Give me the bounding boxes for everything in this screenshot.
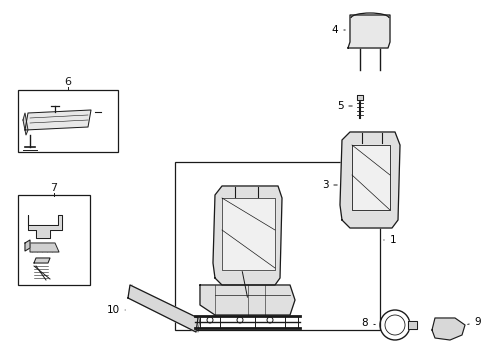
Polygon shape [351, 145, 389, 210]
Text: 6: 6 [64, 77, 71, 87]
Polygon shape [222, 198, 274, 270]
Polygon shape [347, 15, 389, 48]
Text: 2: 2 [236, 255, 247, 297]
Text: 8: 8 [361, 318, 374, 328]
Polygon shape [34, 258, 50, 263]
Text: 4: 4 [331, 25, 345, 35]
Bar [175, 162, 379, 330]
Polygon shape [128, 285, 198, 332]
Polygon shape [30, 243, 59, 252]
Text: 10: 10 [106, 305, 125, 315]
Polygon shape [28, 215, 62, 238]
Text: 1: 1 [383, 235, 395, 245]
Polygon shape [339, 132, 399, 228]
Polygon shape [431, 318, 464, 340]
Text: 9: 9 [467, 317, 480, 327]
Polygon shape [25, 110, 91, 130]
Polygon shape [356, 95, 362, 100]
Bar [18, 90, 118, 152]
Polygon shape [25, 240, 30, 251]
Polygon shape [407, 321, 416, 329]
Text: 5: 5 [336, 101, 351, 111]
Polygon shape [23, 113, 28, 135]
Text: 7: 7 [50, 183, 58, 193]
Polygon shape [200, 285, 294, 315]
Polygon shape [213, 186, 282, 285]
Text: 3: 3 [321, 180, 337, 190]
Bar [18, 195, 90, 285]
